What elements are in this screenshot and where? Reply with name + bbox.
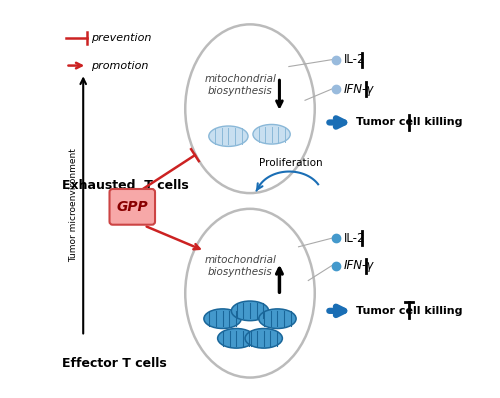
Text: prevention: prevention bbox=[91, 33, 152, 43]
Ellipse shape bbox=[259, 309, 296, 328]
Text: Tumor cell killing: Tumor cell killing bbox=[356, 306, 463, 316]
Text: mitochondrial
biosynthesis: mitochondrial biosynthesis bbox=[204, 74, 276, 96]
Text: Effector T cells: Effector T cells bbox=[62, 357, 166, 370]
Text: IL-2: IL-2 bbox=[344, 53, 365, 66]
Ellipse shape bbox=[218, 328, 255, 348]
Text: mitochondrial
biosynthesis: mitochondrial biosynthesis bbox=[204, 255, 276, 277]
Text: Proliferation: Proliferation bbox=[260, 158, 323, 168]
Text: promotion: promotion bbox=[91, 60, 148, 70]
Ellipse shape bbox=[185, 24, 315, 193]
Ellipse shape bbox=[232, 301, 268, 321]
Text: Tumor microenvironment: Tumor microenvironment bbox=[69, 148, 78, 262]
Ellipse shape bbox=[204, 309, 241, 328]
Ellipse shape bbox=[245, 328, 282, 348]
Ellipse shape bbox=[185, 209, 315, 378]
Text: IL-2: IL-2 bbox=[344, 232, 365, 245]
Text: IFN-γ: IFN-γ bbox=[344, 83, 374, 96]
FancyBboxPatch shape bbox=[110, 189, 155, 225]
Text: GPP: GPP bbox=[116, 200, 148, 214]
Text: Exhausted  T cells: Exhausted T cells bbox=[62, 179, 188, 192]
Text: IFN-γ: IFN-γ bbox=[344, 259, 374, 272]
Text: Tumor cell killing: Tumor cell killing bbox=[356, 117, 463, 127]
Ellipse shape bbox=[253, 125, 290, 144]
Ellipse shape bbox=[209, 126, 248, 146]
